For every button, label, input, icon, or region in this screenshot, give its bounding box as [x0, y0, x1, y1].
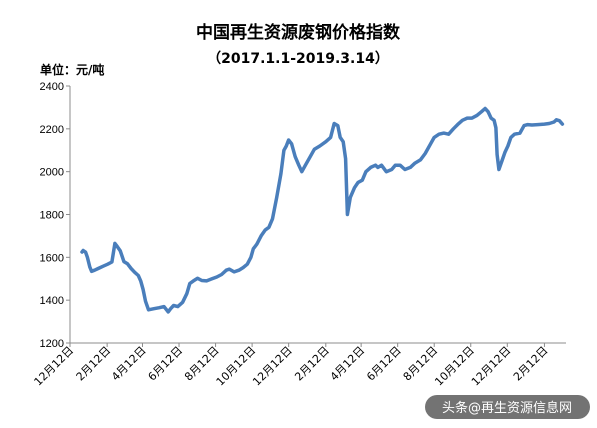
y-tick-group: 1200 1400 1600 1800 2000 2200 2400 — [40, 81, 70, 350]
y-tick-label: 1800 — [40, 210, 64, 222]
y-tick-label: 1600 — [40, 252, 64, 264]
chart-title: 中国再生资源废钢价格指数 — [196, 22, 401, 43]
y-axis-unit-label: 单位：元/吨 — [40, 62, 104, 77]
y-tick-label: 1400 — [40, 295, 64, 307]
y-tick-label: 2200 — [40, 124, 64, 136]
price-series-line — [80, 106, 565, 314]
watermark-text: 头条@再生资源信息网 — [442, 400, 572, 416]
watermark: 头条@再生资源信息网 — [425, 395, 590, 419]
y-tick-label: 2400 — [40, 81, 64, 93]
chart-subtitle: （2017.1.1-2019.3.14） — [207, 51, 389, 67]
watermark-badge — [425, 395, 590, 419]
y-tick-label: 2000 — [40, 167, 64, 179]
y-tick-label: 1200 — [40, 338, 64, 350]
